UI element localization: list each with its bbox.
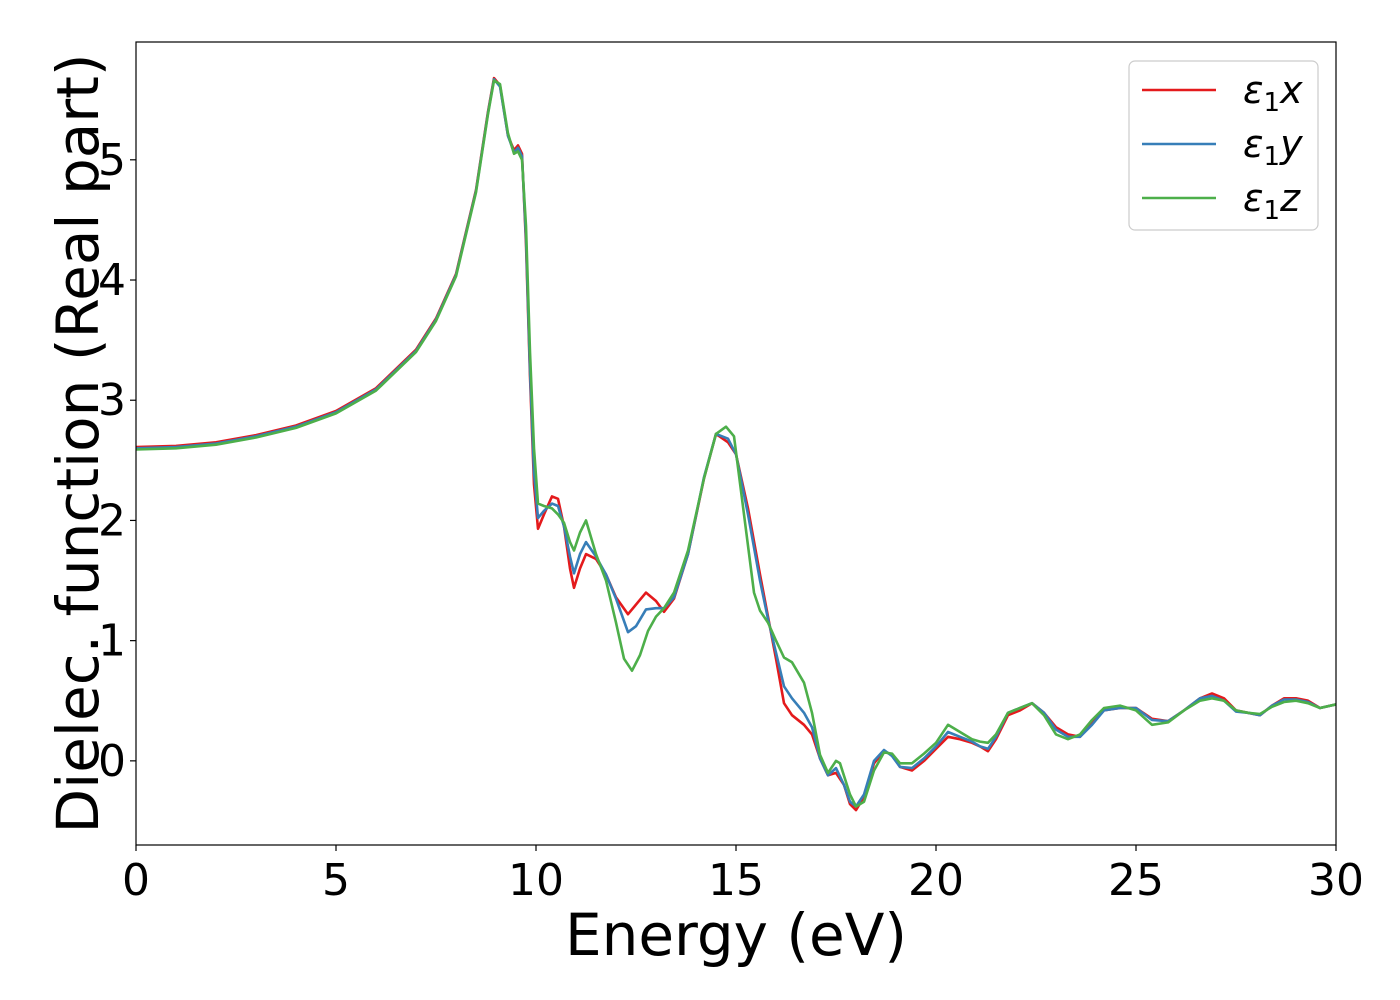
x-tick-label: 5 <box>322 855 350 906</box>
y-tick-label: 4 <box>98 255 126 306</box>
x-axis-label: Energy (eV) <box>565 901 907 969</box>
y-axis-label: Dielec. function (Real part) <box>44 53 112 833</box>
y-tick-label: 3 <box>98 375 126 426</box>
plot-area <box>135 41 1337 846</box>
x-tick-label: 0 <box>122 855 150 906</box>
y-axis: 0 1 2 3 4 5 <box>98 135 136 787</box>
x-tick-label: 30 <box>1308 855 1364 906</box>
y-tick-label: 5 <box>98 135 126 186</box>
y-tick-label: 2 <box>98 495 126 546</box>
x-tick-label: 20 <box>908 855 964 906</box>
series-line-y <box>136 78 1336 808</box>
legend-item-z: ε1z <box>1142 176 1301 226</box>
legend-box <box>1128 60 1319 231</box>
legend-item-x: ε1x <box>1142 68 1303 118</box>
y-tick-label: 1 <box>98 616 126 667</box>
series-line-z <box>136 79 1336 808</box>
series-layer <box>136 76 1336 812</box>
y-tick-label: 0 <box>98 736 126 787</box>
x-tick-label: 10 <box>508 855 564 906</box>
x-axis: 0 5 10 15 20 25 30 <box>122 845 1364 906</box>
legend-label: ε1x <box>1243 68 1303 118</box>
x-tick-label: 25 <box>1108 855 1164 906</box>
legend-item-y: ε1y <box>1142 122 1303 172</box>
legend-label: ε1y <box>1243 122 1303 172</box>
x-tick-label: 15 <box>708 855 764 906</box>
legend-label: ε1z <box>1243 176 1301 226</box>
